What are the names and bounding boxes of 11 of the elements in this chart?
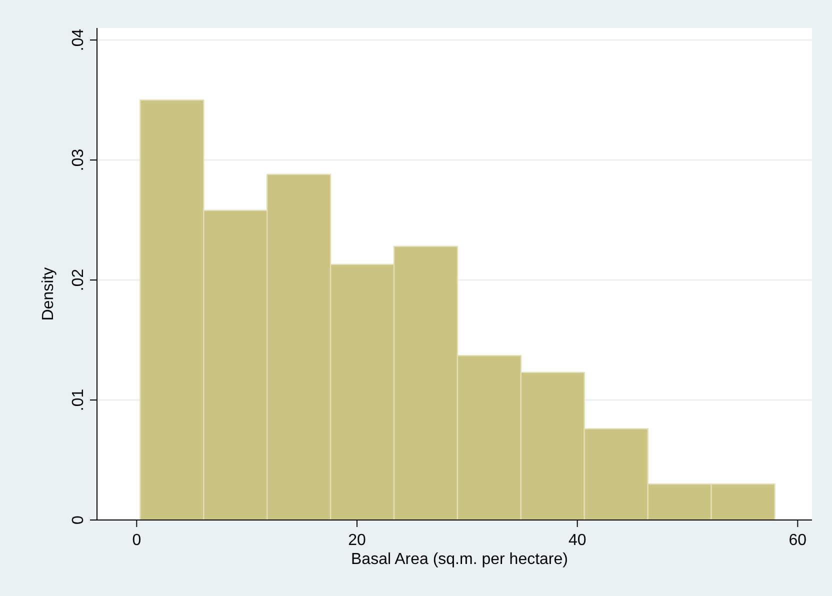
x-tick-label: 40 xyxy=(568,532,586,549)
x-tick-label: 0 xyxy=(132,532,142,549)
y-tick-label: .02 xyxy=(70,268,87,292)
y-tick-label: .04 xyxy=(70,28,87,52)
y-tick-label: .03 xyxy=(70,148,87,172)
x-tick-label: 20 xyxy=(348,532,366,549)
y-tick-label: 0 xyxy=(70,515,87,524)
y-tick-label: .01 xyxy=(70,388,87,412)
y-axis-title: Density xyxy=(40,267,57,321)
x-axis-title: Basal Area (sq.m. per hectare) xyxy=(351,551,568,568)
x-tick-label: 60 xyxy=(788,532,807,549)
